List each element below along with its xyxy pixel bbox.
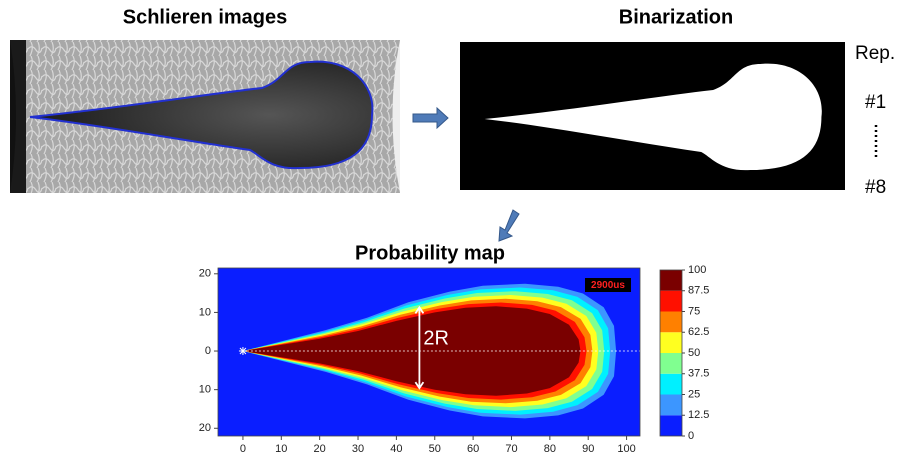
y-tick-label: 20 <box>199 268 211 280</box>
x-tick-label: 50 <box>429 443 441 455</box>
arrow <box>413 108 448 128</box>
origin-marker <box>239 347 247 355</box>
rep-last: #8 <box>865 177 886 198</box>
colorbar-band <box>660 374 682 395</box>
rep-first: #1 <box>865 92 886 113</box>
colorbar-label: 75 <box>688 305 700 317</box>
timestamp: 2900us <box>591 280 625 291</box>
schlieren-title: Schlieren images <box>123 6 288 28</box>
colorbar-band <box>660 415 682 436</box>
x-tick-label: 10 <box>275 443 287 455</box>
colorbar-band <box>660 332 682 353</box>
colorbar-label: 50 <box>688 347 700 359</box>
figure: Schlieren images Binarization Rep. #1 #8… <box>0 0 904 457</box>
arrow <box>499 210 519 241</box>
colorbar-band <box>660 291 682 312</box>
y-tick-label: 0 <box>205 345 211 357</box>
x-tick-label: 70 <box>505 443 517 455</box>
x-tick-label: 20 <box>314 443 326 455</box>
colorbar-label: 0 <box>688 430 694 442</box>
x-tick-label: 30 <box>352 443 364 455</box>
x-tick-label: 0 <box>240 443 246 455</box>
map-title: Probability map <box>355 242 505 264</box>
colorbar-label: 87.5 <box>688 285 709 297</box>
colorbar-label: 37.5 <box>688 368 709 380</box>
colorbar-band <box>660 270 682 291</box>
colorbar-label: 25 <box>688 388 700 400</box>
colorbar-label: 62.5 <box>688 326 709 338</box>
binary-image <box>460 42 845 190</box>
x-tick-label: 40 <box>390 443 402 455</box>
rep-header: Rep. <box>855 43 895 64</box>
colorbar-band <box>660 395 682 416</box>
y-tick-label: 10 <box>199 306 211 318</box>
colorbar-label: 12.5 <box>688 409 709 421</box>
x-tick-label: 80 <box>544 443 556 455</box>
y-tick-label: 20 <box>199 422 211 434</box>
x-tick-label: 90 <box>582 443 594 455</box>
binarization-title: Binarization <box>619 6 733 28</box>
annotation: 2R <box>423 328 449 350</box>
y-tick-label: 10 <box>199 384 211 396</box>
schlieren-image <box>10 40 400 193</box>
x-tick-label: 60 <box>467 443 479 455</box>
colorbar-band <box>660 353 682 374</box>
colorbar-band <box>660 312 682 333</box>
x-tick-label: 100 <box>617 443 635 455</box>
colorbar-label: 100 <box>688 264 706 276</box>
